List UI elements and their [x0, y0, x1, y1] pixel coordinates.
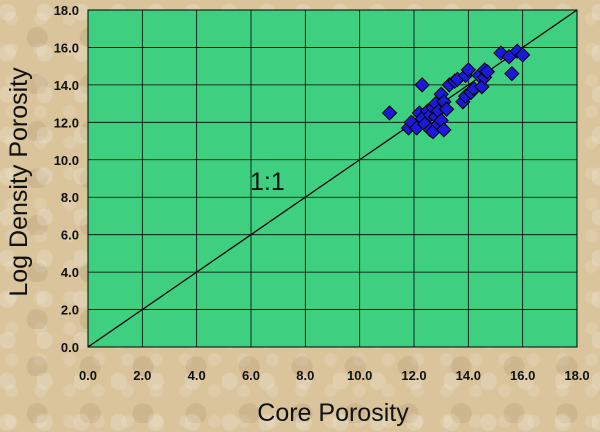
x-tick-label: 2.0	[133, 368, 151, 383]
x-tick-label: 14.0	[456, 368, 481, 383]
data-points	[381, 43, 531, 140]
x-tick-label: 12.0	[401, 368, 426, 383]
x-axis-title: Core Porosity	[257, 399, 409, 427]
data-point	[414, 77, 430, 93]
y-tick-label: 6.0	[61, 228, 79, 243]
data-point	[436, 122, 452, 138]
x-tick-label: 18.0	[564, 368, 589, 383]
y-tick-label: 0.0	[61, 340, 79, 355]
y-tick-label: 4.0	[61, 265, 79, 280]
one-to-one-line	[87, 9, 578, 348]
x-tick-labels: 0.0 2.0 4.0 6.0 8.0 10.0 12.0 14.0 16.0 18.0	[79, 368, 590, 383]
y-tick-labels: 0.0 2.0 4.0 6.0 8.0 10.0 12.0 14.0 16.0 18.0	[54, 3, 79, 355]
y-tick-label: 12.0	[54, 115, 79, 130]
data-point	[514, 47, 531, 63]
x-tick-label: 8.0	[296, 368, 314, 383]
data-point	[479, 64, 496, 80]
y-axis-title: Log Density Porosity	[5, 67, 33, 297]
y-tick-label: 18.0	[54, 3, 79, 18]
data-point	[438, 101, 455, 117]
y-tick-label: 10.0	[54, 153, 79, 168]
x-tick-label: 16.0	[510, 368, 535, 383]
one-to-one-label: 1:1	[250, 168, 285, 196]
grid-lines	[87, 9, 578, 348]
y-tick-label: 14.0	[54, 78, 79, 93]
x-tick-label: 6.0	[242, 368, 260, 383]
y-tick-label: 8.0	[61, 190, 79, 205]
y-tick-label: 16.0	[54, 40, 79, 55]
data-point	[504, 65, 520, 82]
x-tick-label: 4.0	[188, 368, 206, 383]
data-point	[460, 62, 477, 78]
data-point	[381, 105, 398, 121]
y-tick-label: 2.0	[61, 303, 79, 318]
x-tick-label: 10.0	[347, 368, 372, 383]
x-tick-label: 0.0	[79, 368, 97, 383]
